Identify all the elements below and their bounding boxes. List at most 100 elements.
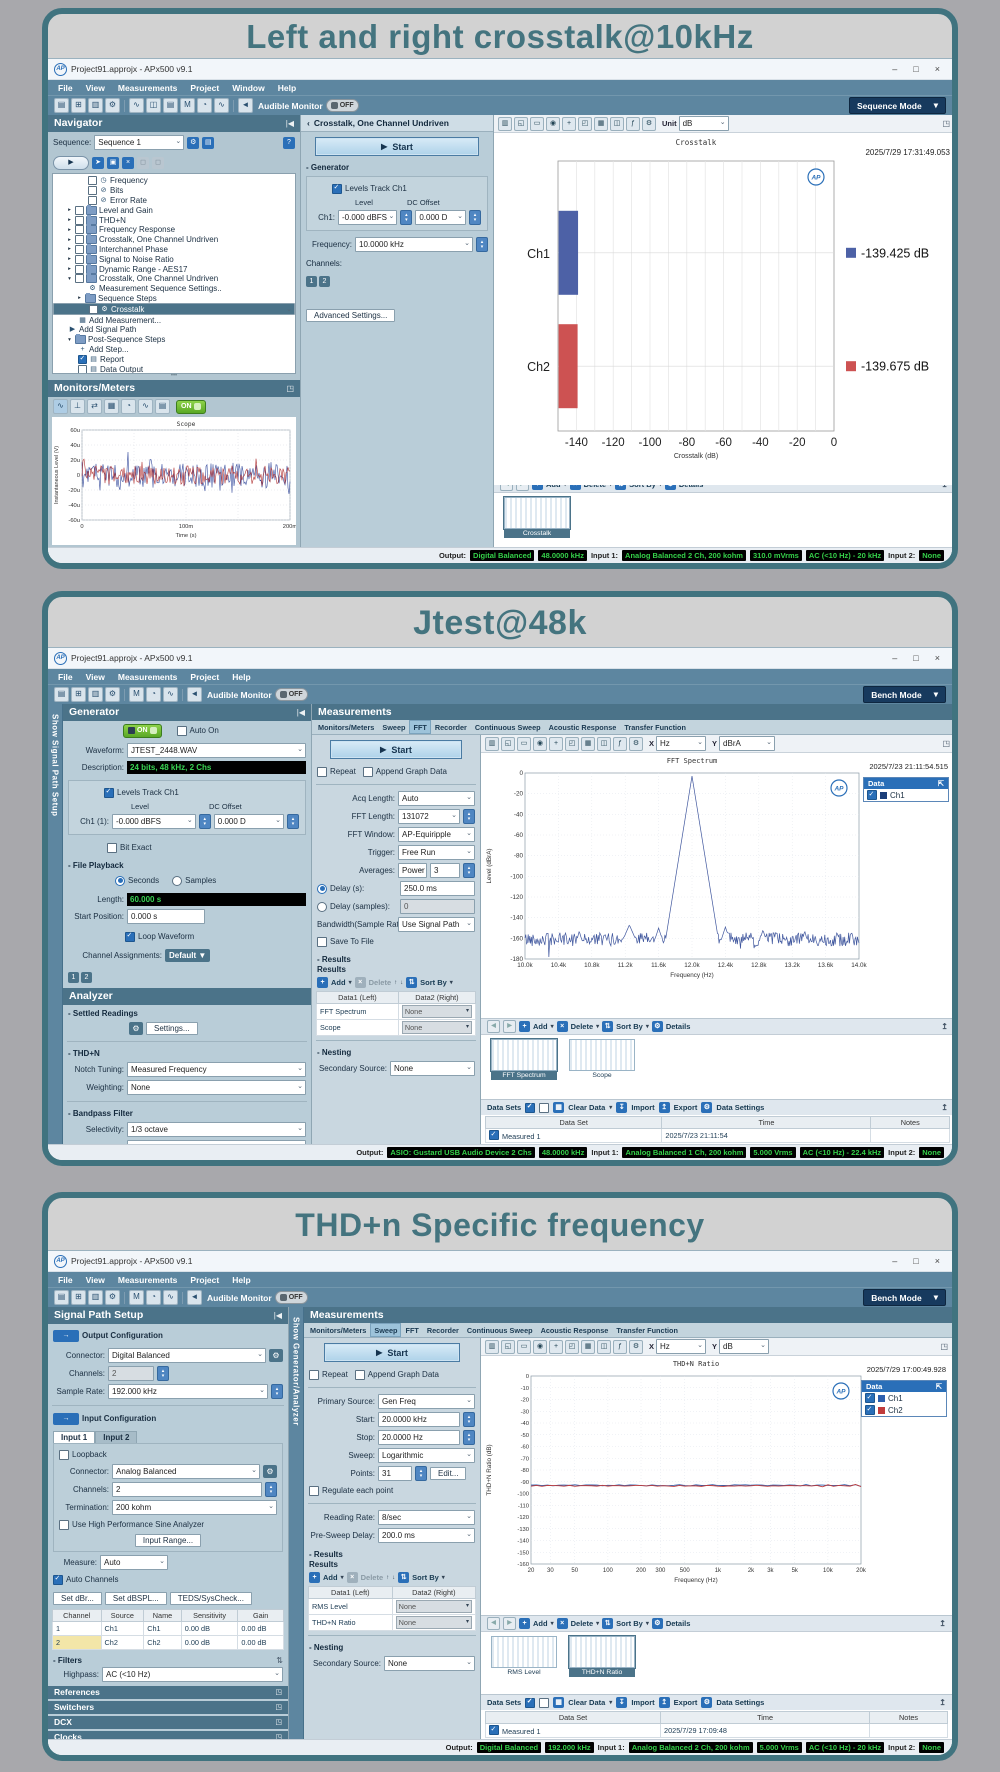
print-graph-icon[interactable]: ▭ (517, 1339, 531, 1354)
last-result-icon[interactable]: ▶ (503, 1020, 516, 1033)
level-meter-icon[interactable]: ◫ (146, 98, 161, 113)
tree-checkbox[interactable] (88, 176, 97, 186)
data-grid-icon[interactable]: ▦ (581, 736, 595, 751)
tree-checkbox[interactable] (75, 225, 84, 235)
dropdown-termination[interactable]: 200 kohm (112, 1500, 277, 1515)
channel-button-1[interactable]: 1 (68, 972, 79, 983)
clear-data-button[interactable]: Clear Data (568, 1103, 606, 1112)
levels-track-checkbox[interactable] (104, 787, 114, 798)
transfer-icon[interactable]: ⇄ (87, 399, 102, 414)
checkbox-auto-channels[interactable] (53, 1574, 63, 1585)
row-checkbox[interactable] (489, 1725, 499, 1735)
run-measure-icon[interactable]: ▣ (107, 157, 119, 169)
legend-item-ch1[interactable]: Ch1 (862, 1392, 946, 1404)
sweep-icon[interactable]: ∿ (214, 98, 229, 113)
check-all-icon[interactable] (525, 1102, 536, 1113)
tab-transfer-function[interactable]: Transfer Function (616, 1325, 678, 1335)
tab-fft[interactable]: FFT (409, 720, 431, 734)
menu-help[interactable]: Help (232, 671, 251, 682)
save-graph-icon[interactable]: ▥ (485, 1339, 499, 1354)
maximize-button[interactable]: □ (913, 653, 919, 663)
frequency-spinner[interactable]: ▴ ▾ (476, 237, 488, 252)
menu-file[interactable]: File (58, 671, 73, 682)
meters-icon[interactable]: M (180, 98, 195, 113)
delete-icon[interactable]: × (556, 1021, 568, 1032)
channel-assignments-dropdown[interactable]: Default ▼ (165, 949, 211, 962)
sort-by-button[interactable]: Sort By (420, 978, 447, 987)
tab-acoustic-response[interactable]: Acoustic Response (540, 1325, 609, 1335)
add-icon[interactable]: + (519, 1021, 530, 1032)
menu-view[interactable]: View (85, 1274, 105, 1285)
sort-icon[interactable]: ⇅ (406, 977, 418, 988)
details-button[interactable]: Details (665, 1022, 691, 1031)
save-project-icon[interactable]: ▥ (88, 98, 103, 113)
check-all-icon[interactable] (525, 1697, 536, 1708)
append-checkbox[interactable] (362, 766, 373, 777)
export-button[interactable]: Export (673, 1103, 698, 1112)
input-start[interactable]: 20.0000 kHz (378, 1412, 460, 1427)
data-settings-button[interactable]: Data Settings (716, 1698, 765, 1707)
tab-transfer-function[interactable]: Transfer Function (624, 722, 686, 732)
first-result-icon[interactable]: ◀ (487, 1617, 500, 1630)
new-project-icon[interactable]: ▤ (54, 1290, 69, 1305)
section-references[interactable]: References ◳ (48, 1686, 288, 1699)
tree-checkbox[interactable] (75, 235, 84, 245)
scope-icon[interactable]: ∿ (53, 399, 68, 414)
clock-icon[interactable]: ◔ (146, 687, 161, 702)
project-settings-icon[interactable]: ⚙ (105, 1290, 120, 1305)
dc-offset-dropdown[interactable]: 0.000 D (213, 814, 284, 829)
checkbox-use-high-performance-sine-analyzer[interactable] (59, 1519, 69, 1530)
dropdown-connector[interactable]: Digital Balanced (108, 1348, 266, 1363)
tree-checkbox[interactable] (75, 215, 84, 225)
loop-waveform-checkbox[interactable] (125, 931, 135, 942)
bit-exact-checkbox[interactable] (107, 842, 117, 853)
last-result-icon[interactable]: ▶ (503, 1617, 516, 1630)
monitors-on-toggle[interactable]: ON (176, 399, 206, 414)
save-project-icon[interactable]: ▥ (88, 1290, 103, 1305)
channel-button-1[interactable]: 1 (306, 276, 317, 287)
clear-data-icon[interactable]: ▦ (553, 1697, 565, 1708)
close-button[interactable]: × (934, 653, 940, 663)
tree-checkbox[interactable] (75, 254, 84, 264)
sequence-dropdown[interactable]: Sequence 1 (94, 135, 185, 150)
input-channels[interactable]: 2 (112, 1482, 262, 1497)
repeat-checkbox[interactable] (317, 766, 327, 777)
legend-item-ch1[interactable]: Ch1 (864, 789, 948, 801)
cell-dropdown[interactable]: None (401, 1021, 472, 1034)
signal-monitor-icon[interactable]: ∿ (129, 98, 144, 113)
unit-dropdown[interactable]: dB (678, 116, 729, 131)
import-icon[interactable]: ↧ (616, 1697, 628, 1708)
menu-measurements[interactable]: Measurements (117, 82, 178, 93)
menu-project[interactable]: Project (190, 82, 220, 93)
maximize-button[interactable]: □ (913, 64, 919, 74)
dropdown-selectivity[interactable]: 1/3 octave (127, 1122, 306, 1137)
add-result-button[interactable]: Add (323, 1573, 338, 1582)
open-project-icon[interactable]: ⊞ (71, 687, 86, 702)
minimize-button[interactable]: – (892, 64, 898, 74)
add-result-button[interactable]: Add (331, 978, 346, 987)
tree-item-post-sequence-steps[interactable]: ▾ Post-Sequence Steps (68, 334, 166, 345)
input-stop[interactable]: 20.0000 Hz (378, 1430, 460, 1445)
tree-item-bits[interactable]: ⊘ Bits (53, 186, 295, 196)
spinner[interactable]: ▴ ▾ (157, 1366, 169, 1381)
start-button[interactable]: ▶ Start (330, 740, 462, 759)
dropdown-tuning-mode[interactable]: Measured Frequency (127, 1140, 306, 1144)
dropdown-connector[interactable]: Analog Balanced (112, 1464, 260, 1479)
tree-item-report[interactable]: ▤Report (53, 354, 295, 364)
tab-input-2[interactable]: Input 2 (95, 1431, 138, 1443)
meters-icon[interactable]: M (129, 1290, 144, 1305)
checkbox-save-to-file[interactable] (317, 936, 327, 947)
spinner[interactable]: ▴ ▾ (463, 1430, 475, 1445)
mode-selector[interactable]: Sequence Mode ▾ (849, 97, 946, 114)
sweep-icon[interactable]: ∿ (163, 1290, 178, 1305)
stop-icon[interactable]: × (122, 157, 134, 169)
tree-item-interchannel-phase[interactable]: ▸ Interchannel Phase (68, 243, 168, 254)
pin-icon[interactable]: ⇱ (935, 1382, 942, 1391)
cursors-icon[interactable]: ◫ (597, 736, 611, 751)
clock-icon[interactable]: ◔ (197, 98, 212, 113)
spectrum-icon[interactable]: ▦ (104, 399, 119, 414)
tree-item-data-output[interactable]: ▤ Data Output (53, 364, 295, 373)
audible-monitor-toggle[interactable]: OFF (274, 688, 308, 701)
add-icon[interactable]: + (317, 977, 328, 988)
dc-offset-dropdown[interactable]: 0.000 D (415, 210, 466, 225)
